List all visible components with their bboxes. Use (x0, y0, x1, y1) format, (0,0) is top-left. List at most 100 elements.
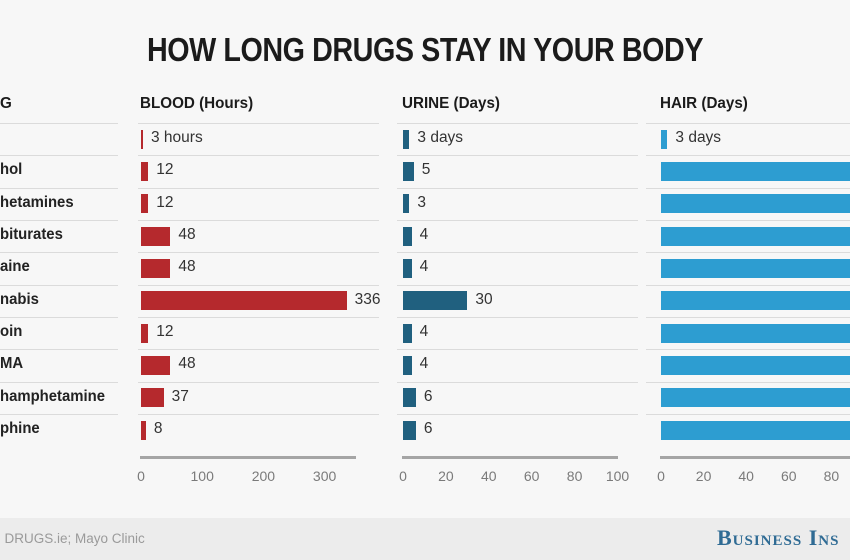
row-separator (0, 284, 118, 286)
row-separator (0, 123, 118, 124)
value-label-urine-row7: 4 (419, 323, 429, 340)
value-label-blood-row6: 336 (354, 290, 381, 308)
bar-urine-row8 (403, 355, 412, 375)
x-tick-urine-0: 0 (399, 468, 407, 484)
x-tick-blood-100: 100 (190, 468, 214, 484)
bar-blood-row6 (141, 291, 347, 311)
bar-hair-row2 (661, 161, 850, 181)
x-axis-urine (402, 456, 618, 459)
logo-word-business: Business (717, 525, 803, 550)
bar-urine-row10 (403, 420, 416, 440)
row-separator (138, 220, 379, 221)
bar-blood-row7 (141, 323, 149, 343)
footer-band: : DRUGS.ie; Mayo Clinic Business Ins (0, 518, 850, 560)
row-separator (646, 123, 850, 124)
row-separator (0, 220, 118, 221)
value-label-urine-row6: 30 (475, 290, 493, 308)
row-separator (397, 414, 638, 415)
row-separator (138, 187, 379, 189)
value-label-blood-row4: 48 (178, 226, 196, 243)
x-tick-blood-200: 200 (251, 468, 276, 484)
row-separator (0, 155, 118, 157)
row-separator (138, 381, 379, 383)
x-tick-urine-60: 60 (523, 468, 540, 484)
row-separator (138, 317, 379, 318)
row-separator (397, 381, 638, 383)
row-separator (397, 220, 638, 221)
value-label-urine-row3: 3 (417, 193, 427, 211)
bar-urine-row3 (403, 194, 410, 214)
bar-hair-row7 (661, 323, 850, 343)
row-separator (646, 381, 850, 383)
row-separator (646, 284, 850, 286)
row-separator (138, 349, 379, 351)
row-separator (0, 187, 118, 189)
value-label-blood-row3: 12 (156, 193, 174, 211)
value-label-blood-row1: 3 hours (151, 129, 203, 146)
drug-column-header: G (0, 95, 12, 112)
bar-hair-row1 (661, 129, 668, 149)
bar-hair-row6 (661, 291, 850, 311)
x-tick-hair-20: 20 (695, 468, 712, 484)
value-label-urine-row9: 6 (423, 387, 433, 405)
row-separator (646, 252, 850, 254)
row-separator (138, 414, 379, 415)
row-separator (646, 317, 850, 318)
value-label-urine-row2: 5 (421, 161, 431, 179)
drug-label: nabis (0, 290, 39, 308)
row-separator (397, 252, 638, 254)
bar-urine-row1 (403, 129, 410, 149)
bar-urine-row5 (403, 258, 412, 278)
row-separator (646, 155, 850, 157)
row-separator (397, 349, 638, 351)
x-tick-blood-0: 0 (137, 468, 145, 484)
bar-blood-row9 (141, 388, 164, 408)
row-separator (646, 187, 850, 189)
bar-hair-row5 (661, 258, 850, 278)
value-label-hair-row1: 3 days (675, 129, 722, 146)
row-separator (646, 220, 850, 221)
column-header-blood: BLOOD (Hours) (140, 95, 254, 112)
drug-label: hol (0, 161, 23, 179)
bar-urine-row9 (403, 388, 416, 408)
bar-hair-row3 (661, 194, 850, 214)
value-label-urine-row1: 3 days (417, 129, 464, 146)
x-tick-urine-20: 20 (438, 468, 454, 484)
row-separator (397, 123, 638, 124)
drug-label: aine (0, 258, 30, 276)
row-separator (138, 123, 379, 124)
bar-blood-row10 (141, 420, 146, 440)
value-label-urine-row5: 4 (419, 258, 429, 276)
x-axis-blood (140, 456, 356, 459)
row-separator (397, 317, 638, 318)
bar-hair-row10 (661, 420, 850, 440)
value-label-blood-row5: 48 (178, 258, 196, 276)
x-axis-hair (660, 456, 850, 459)
bar-blood-row5 (141, 258, 171, 278)
bar-hair-row8 (661, 355, 850, 375)
bar-urine-row4 (403, 226, 412, 246)
row-separator (0, 414, 118, 415)
value-label-urine-row10: 6 (423, 420, 433, 437)
bar-hair-row4 (661, 226, 850, 246)
chart-title: HOW LONG DRUGS STAY IN YOUR BODY (146, 31, 704, 68)
bar-blood-row2 (141, 161, 149, 181)
source-credit: : DRUGS.ie; Mayo Clinic (0, 531, 145, 546)
column-header-urine: URINE (Days) (402, 95, 500, 112)
bar-blood-row4 (141, 226, 171, 246)
x-tick-hair-0: 0 (657, 468, 665, 484)
value-label-urine-row8: 4 (419, 355, 429, 373)
bar-hair-row9 (661, 388, 850, 408)
x-tick-urine-100: 100 (605, 468, 630, 484)
drug-label: hetamines (0, 193, 74, 211)
bar-urine-row7 (403, 323, 412, 343)
x-tick-urine-80: 80 (566, 468, 583, 484)
row-separator (646, 349, 850, 351)
value-label-blood-row2: 12 (156, 161, 174, 179)
value-label-blood-row7: 12 (156, 323, 174, 340)
bar-blood-row3 (141, 194, 149, 214)
value-label-blood-row10: 8 (153, 420, 163, 437)
row-separator (138, 155, 379, 157)
x-tick-blood-300: 300 (312, 468, 337, 484)
